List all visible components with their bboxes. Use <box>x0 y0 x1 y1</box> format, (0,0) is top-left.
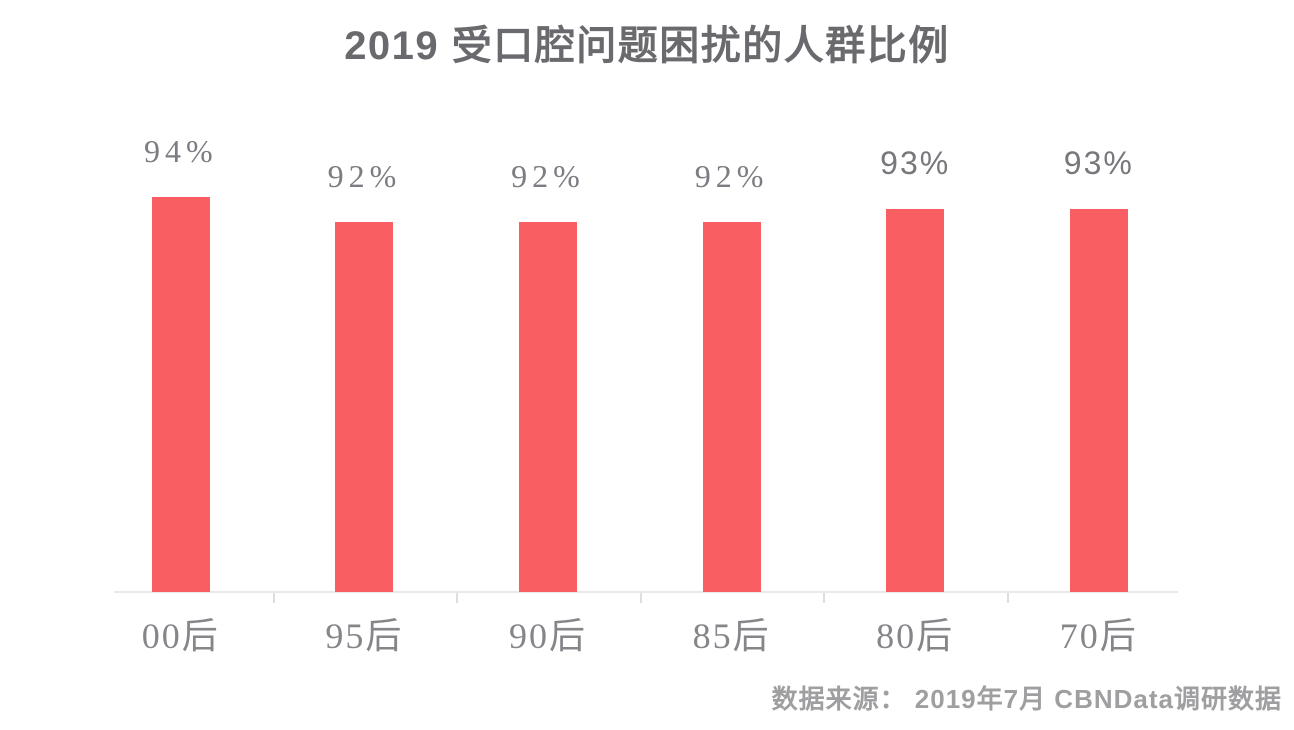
axis-tick <box>1007 593 1009 603</box>
bar <box>886 209 945 592</box>
bar <box>335 222 394 592</box>
x-axis-label: 95后 <box>325 616 404 656</box>
axis-tick <box>456 593 459 603</box>
x-axis-label: 00后 <box>141 616 220 656</box>
x-axis-label: 85后 <box>692 616 771 656</box>
x-axis-label: 90后 <box>508 616 587 656</box>
bar <box>1069 209 1128 592</box>
bar-column: 94% 00后 <box>89 0 273 730</box>
source-note: 数据来源： 2019年7月 CBNData调研数据 <box>771 684 1282 714</box>
chart-title: 2019 受口腔问题困扰的人群比例 <box>344 24 950 68</box>
bar-column: 92% 85后 <box>640 0 824 730</box>
axis-tick <box>639 593 642 603</box>
bar-column: 92% 90后 <box>456 0 640 730</box>
bar <box>151 197 210 592</box>
bar-value-label: 92% <box>327 158 402 194</box>
bar-value-label: 93% <box>880 145 951 181</box>
bar-value-label: 92% <box>694 158 769 194</box>
bar <box>518 222 577 592</box>
x-axis-line <box>114 591 1178 593</box>
x-axis-label: 70后 <box>1059 616 1138 656</box>
axis-tick <box>823 593 826 603</box>
bar-value-label: 93% <box>1063 145 1134 181</box>
bar-column: 93% 80后 <box>823 0 1007 730</box>
bar <box>702 222 761 592</box>
bar-value-label: 94% <box>143 133 218 169</box>
bar-column: 92% 95后 <box>273 0 457 730</box>
bar-column: 93% 70后 <box>1007 0 1191 730</box>
x-axis-label: 80后 <box>876 616 955 656</box>
axis-tick <box>272 593 275 603</box>
bar-value-label: 92% <box>511 158 585 194</box>
